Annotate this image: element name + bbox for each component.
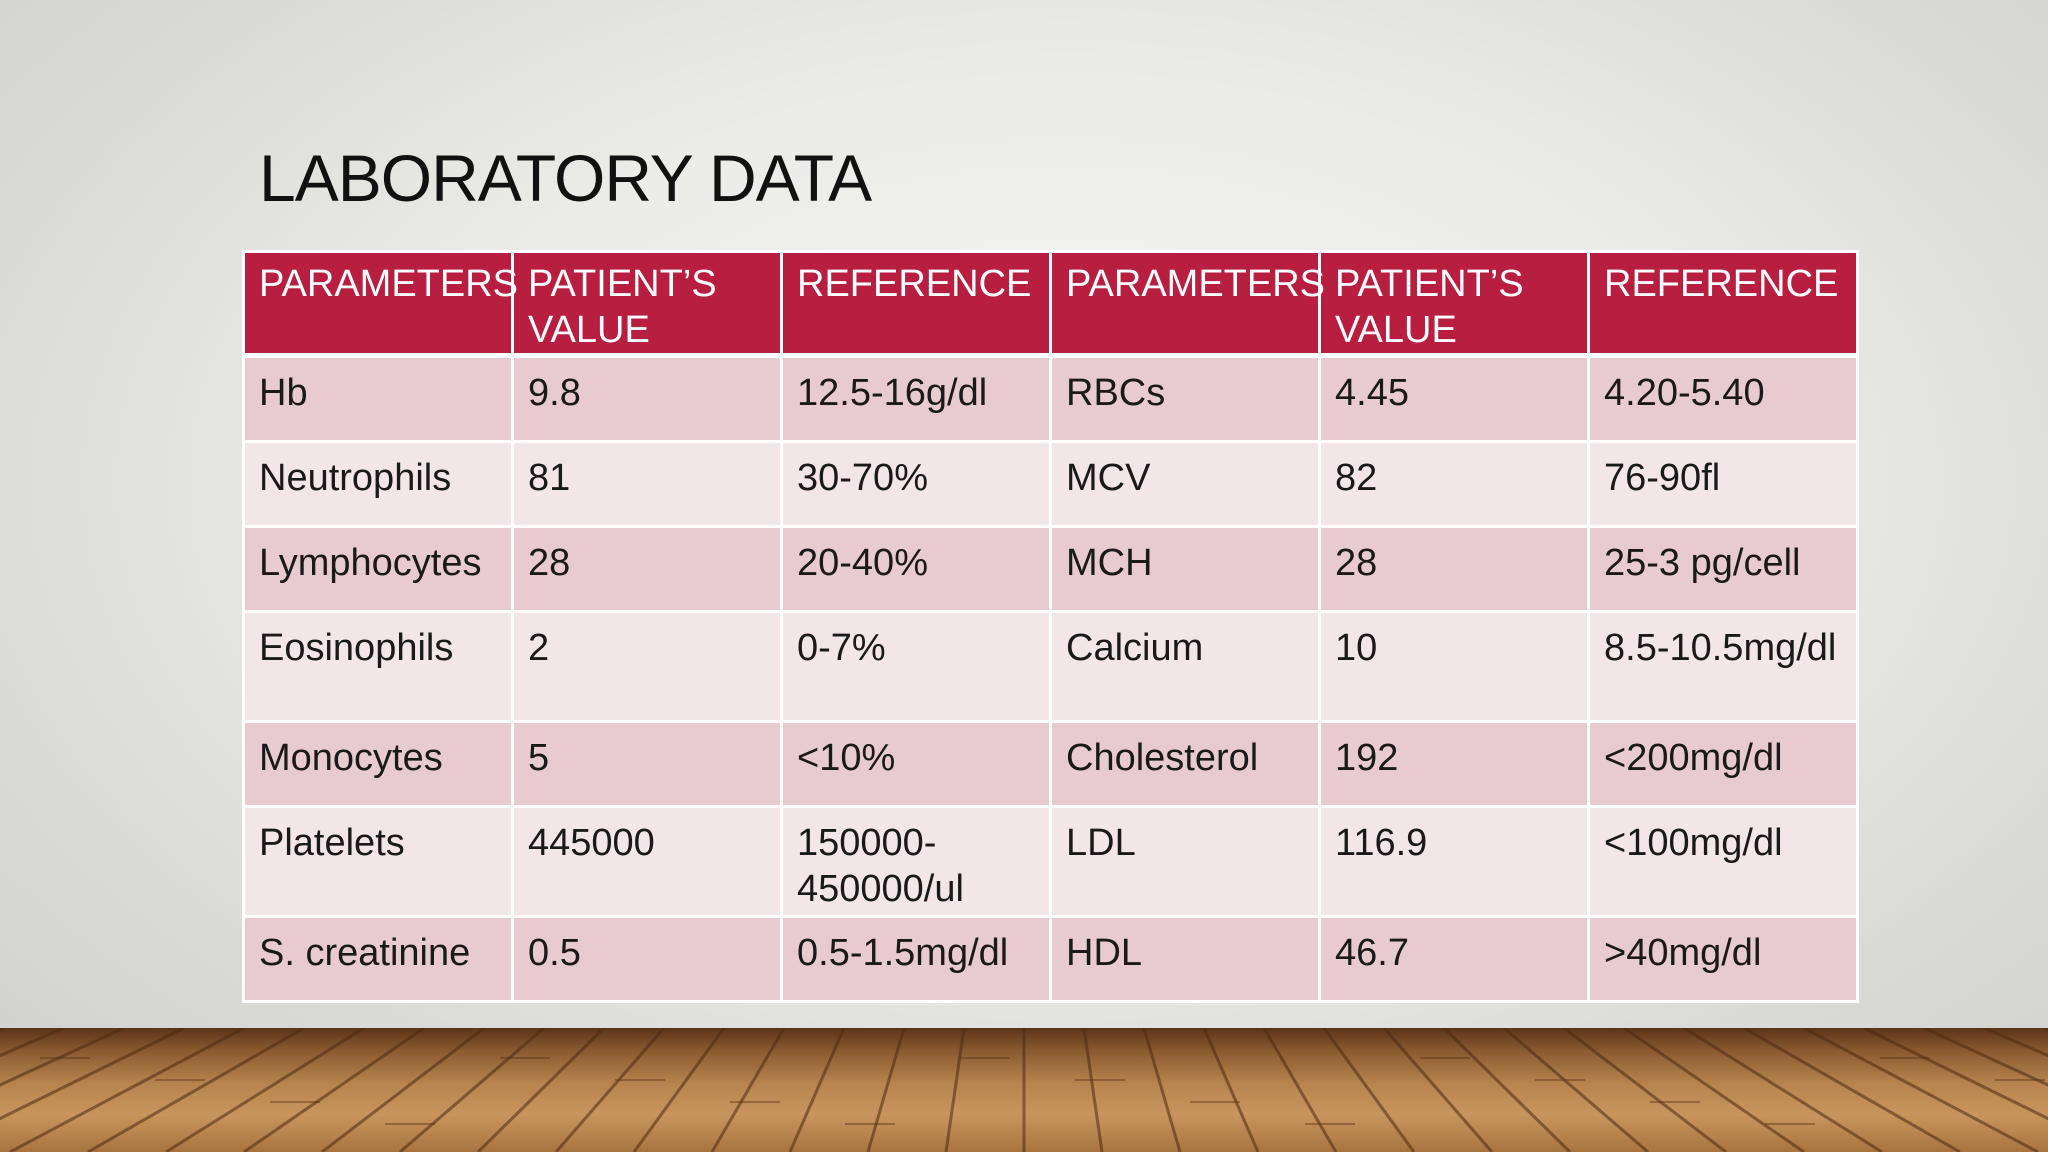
table-cell: 0.5 xyxy=(511,915,783,1003)
table-cell: 20-40% xyxy=(780,525,1052,613)
table-cell: S. creatinine xyxy=(242,915,514,1003)
table-header-row: PARAMETERS PATIENT’S VALUE REFERENCE PAR… xyxy=(242,250,1859,358)
table-cell: Eosinophils xyxy=(242,610,514,723)
table-cell: 25-3 pg/cell xyxy=(1587,525,1859,613)
plank-seam xyxy=(866,1028,906,1152)
plank-seam xyxy=(9,1028,245,1152)
plank-seam xyxy=(1322,1028,1416,1152)
table-cell: 9.8 xyxy=(511,354,783,443)
table-cell: 5 xyxy=(511,720,783,808)
plank-seam xyxy=(1803,1028,2039,1152)
plank-seam xyxy=(1563,1028,1727,1152)
plank-seam xyxy=(1743,1028,1961,1152)
header-patient-value-right: PATIENT’S VALUE xyxy=(1318,250,1590,358)
table-cell: Calcium xyxy=(1049,610,1321,723)
table-cell: 28 xyxy=(1318,525,1590,613)
plank-seam xyxy=(554,1028,666,1152)
table-cell: Monocytes xyxy=(242,720,514,808)
table-cell: 0-7% xyxy=(780,610,1052,723)
table-cell: 10 xyxy=(1318,610,1590,723)
table-cell: 82 xyxy=(1318,440,1590,528)
plank-seam xyxy=(1983,1028,2048,1058)
plank-seam xyxy=(1863,1028,2048,1121)
plank-seam xyxy=(1923,1028,2048,1087)
table-row: Hb 9.8 12.5-16g/dl RBCs 4.45 4.20-5.40 xyxy=(242,354,1859,443)
table-cell: 8.5-10.5mg/dl xyxy=(1587,610,1859,723)
plank-seam xyxy=(1142,1028,1182,1152)
table-cell: Hb xyxy=(242,354,514,443)
table-row: Neutrophils 81 30-70% MCV 82 76-90fl xyxy=(242,440,1859,528)
table-cell: 30-70% xyxy=(780,440,1052,528)
table-cell: 4.20-5.40 xyxy=(1587,354,1859,443)
plank-seam xyxy=(2043,1028,2048,1032)
table-cell: Cholesterol xyxy=(1049,720,1321,808)
plank-seam xyxy=(1503,1028,1649,1152)
table-row: Eosinophils 2 0-7% Calcium 10 8.5-10.5mg… xyxy=(242,610,1859,723)
plank-seam xyxy=(0,1028,185,1121)
table-cell: 4.45 xyxy=(1318,354,1590,443)
table-cell: <100mg/dl xyxy=(1587,805,1859,918)
table-cell: MCH xyxy=(1049,525,1321,613)
table-row: Lymphocytes 28 20-40% MCH 28 25-3 pg/cel… xyxy=(242,525,1859,613)
plank-seam xyxy=(243,1028,425,1152)
header-reference-right: REFERENCE xyxy=(1587,250,1859,358)
table-row: S. creatinine 0.5 0.5-1.5mg/dl HDL 46.7 … xyxy=(242,915,1859,1003)
header-reference-left: REFERENCE xyxy=(780,250,1052,358)
table-cell: <10% xyxy=(780,720,1052,808)
header-patient-value-left: PATIENT’S VALUE xyxy=(511,250,783,358)
plank-seam xyxy=(944,1028,966,1152)
plank-seam xyxy=(788,1028,846,1152)
plank-seam xyxy=(87,1028,305,1152)
table-cell: RBCs xyxy=(1049,354,1321,443)
plank-seam xyxy=(710,1028,786,1152)
plank-seam xyxy=(1623,1028,1805,1152)
table-cell: 445000 xyxy=(511,805,783,918)
table-cell: Platelets xyxy=(242,805,514,918)
plank-seam xyxy=(1442,1028,1572,1152)
plank-seam xyxy=(1082,1028,1104,1152)
table-cell: Lymphocytes xyxy=(242,525,514,613)
plank-seam xyxy=(632,1028,726,1152)
table-row: Monocytes 5 <10% Cholesterol 192 <200mg/… xyxy=(242,720,1859,808)
table-cell: MCV xyxy=(1049,440,1321,528)
plank-seam xyxy=(476,1028,606,1152)
table-row: Platelets 445000 150000-450000/ul LDL 11… xyxy=(242,805,1859,918)
table-cell: LDL xyxy=(1049,805,1321,918)
table-cell: HDL xyxy=(1049,915,1321,1003)
table-cell: 28 xyxy=(511,525,783,613)
plank-seam xyxy=(0,1028,65,1058)
table-cell: 116.9 xyxy=(1318,805,1590,918)
table-cell: 12.5-16g/dl xyxy=(780,354,1052,443)
table-cell: Neutrophils xyxy=(242,440,514,528)
plank-seam xyxy=(321,1028,485,1152)
plank-seam xyxy=(1202,1028,1260,1152)
plank-seam xyxy=(1683,1028,1883,1152)
table-cell: 46.7 xyxy=(1318,915,1590,1003)
plank-seam xyxy=(0,1028,125,1087)
table-cell: 0.5-1.5mg/dl xyxy=(780,915,1052,1003)
wood-floor-decoration xyxy=(0,1028,2048,1152)
wood-planks-graphic xyxy=(0,1028,2048,1152)
plank-seam xyxy=(1262,1028,1338,1152)
plank-seam xyxy=(0,1028,5,1032)
table-cell: 150000-450000/ul xyxy=(780,805,1052,918)
plank-seam xyxy=(165,1028,365,1152)
slide-title: LABORATORY DATA xyxy=(259,141,872,215)
table-cell: 2 xyxy=(511,610,783,723)
laboratory-data-table: PARAMETERS PATIENT’S VALUE REFERENCE PAR… xyxy=(242,250,1859,1003)
plank-seam xyxy=(1382,1028,1494,1152)
table-cell: 192 xyxy=(1318,720,1590,808)
table-cell: 81 xyxy=(511,440,783,528)
table-cell: 76-90fl xyxy=(1587,440,1859,528)
table-cell: >40mg/dl xyxy=(1587,915,1859,1003)
header-parameters-right: PARAMETERS xyxy=(1049,250,1325,358)
table-cell: <200mg/dl xyxy=(1587,720,1859,808)
header-parameters-left: PARAMETERS xyxy=(242,250,518,358)
plank-seam xyxy=(399,1028,545,1152)
